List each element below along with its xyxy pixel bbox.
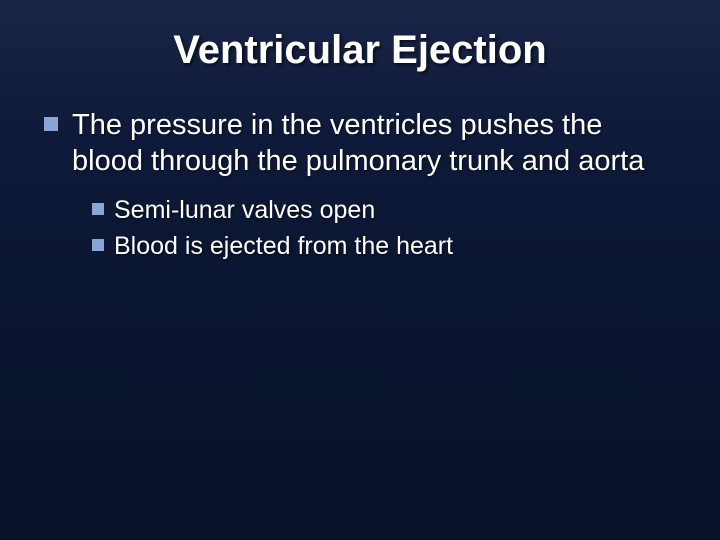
slide-title: Ventricular Ejection xyxy=(44,28,676,73)
sub-bullet-text: Blood is ejected from the heart xyxy=(114,230,453,263)
sub-bullet-text: Semi-lunar valves open xyxy=(114,194,375,227)
slide: Ventricular Ejection The pressure in the… xyxy=(0,0,720,540)
bullet-text: The pressure in the ventricles pushes th… xyxy=(72,107,676,180)
sub-bullet-list: Semi-lunar valves open Blood is ejected … xyxy=(92,194,676,263)
square-bullet-icon xyxy=(92,202,104,214)
sub-bullet-item: Blood is ejected from the heart xyxy=(92,230,676,263)
slide-body: The pressure in the ventricles pushes th… xyxy=(44,107,676,263)
square-bullet-icon xyxy=(44,117,58,131)
sub-bullet-item: Semi-lunar valves open xyxy=(92,194,676,227)
square-bullet-icon xyxy=(92,238,104,250)
bullet-item: The pressure in the ventricles pushes th… xyxy=(44,107,676,180)
